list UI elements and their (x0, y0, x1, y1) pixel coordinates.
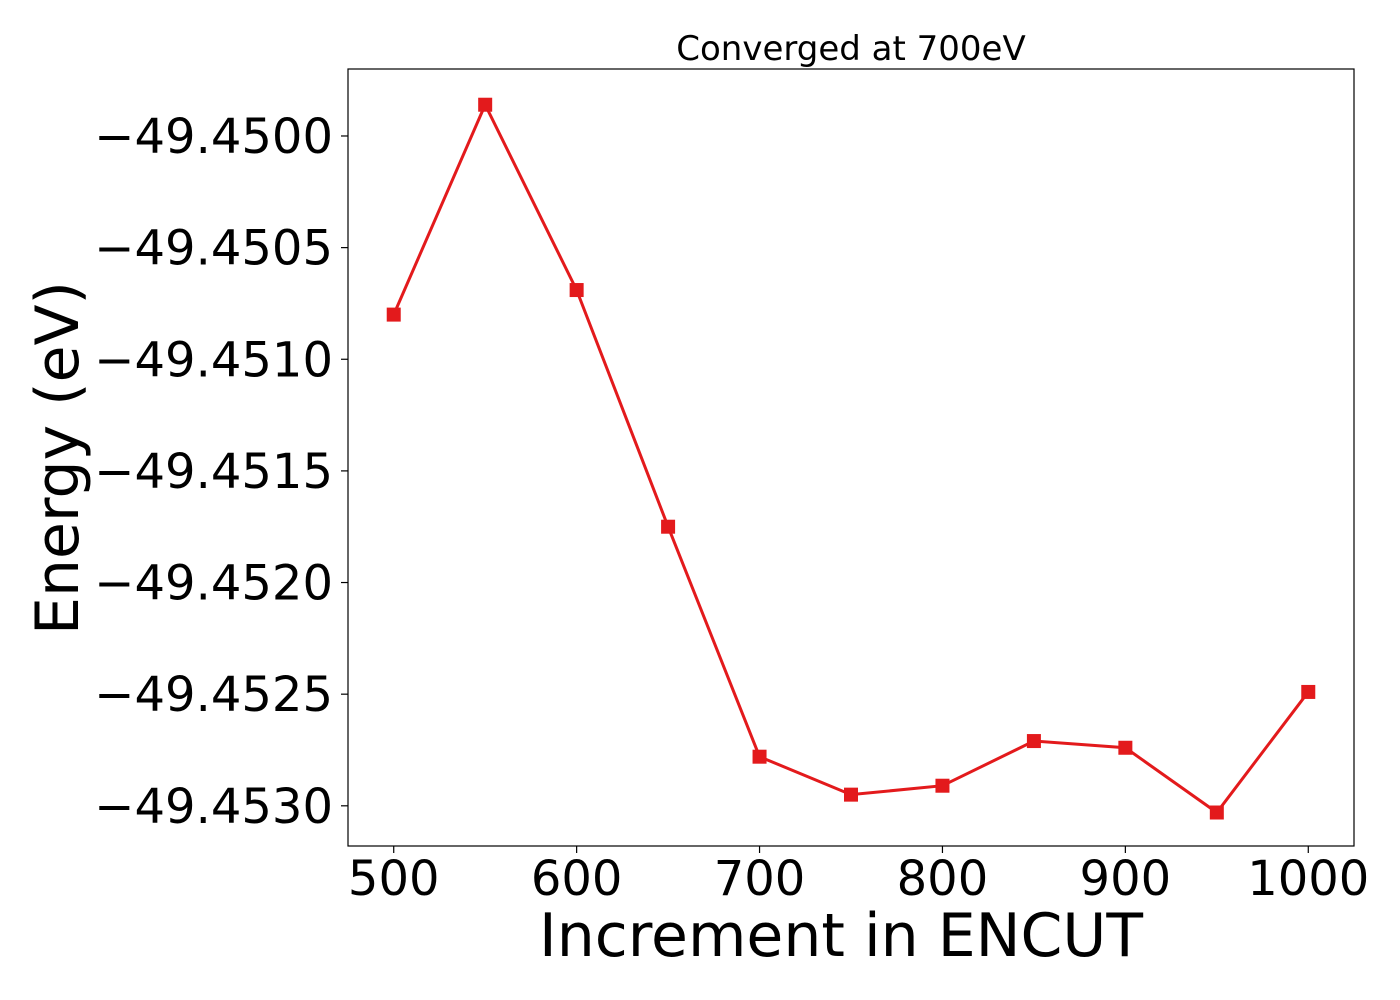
x-axis-ticks: 500 600 700 800 900 1000 (348, 846, 1369, 907)
data-point-marker (569, 283, 584, 298)
data-point-marker (1026, 734, 1041, 749)
x-tick-label: 900 (1080, 851, 1172, 907)
x-tick-label: 800 (897, 851, 989, 907)
data-point-marker (478, 97, 493, 112)
y-tick-label: −49.4505 (94, 221, 333, 277)
y-axis-ticks: −49.4500 −49.4505 −49.4510 −49.4515 −49.4520… (94, 109, 348, 835)
y-tick-label: −49.4520 (94, 556, 333, 612)
data-point-marker (1209, 805, 1224, 820)
x-tick-label: 1000 (1247, 851, 1369, 907)
data-point-marker (386, 307, 401, 322)
data-point-marker (935, 778, 950, 793)
data-point-marker (844, 787, 858, 802)
y-tick-label: −49.4525 (94, 667, 333, 723)
y-tick-label: −49.4500 (94, 109, 333, 165)
data-point-marker (752, 749, 767, 764)
data-point-marker (1301, 684, 1316, 699)
x-tick-label: 700 (714, 851, 806, 907)
x-tick-label: 600 (531, 851, 623, 907)
y-tick-label: −49.4515 (94, 444, 333, 500)
plot-frame (347, 68, 1355, 847)
y-tick-label: −49.4530 (94, 779, 333, 835)
x-axis-label: Increment in ENCUT (539, 901, 1143, 971)
series-line (392, 101, 1310, 815)
x-tick-label: 500 (348, 851, 440, 907)
data-point-marker (661, 519, 676, 534)
chart-title: Converged at 700eV (676, 29, 1025, 69)
y-axis-label: Energy (eV) (23, 281, 93, 635)
data-point-marker (1118, 740, 1133, 755)
y-tick-label: −49.4510 (94, 332, 333, 388)
series-layer (386, 97, 1316, 820)
